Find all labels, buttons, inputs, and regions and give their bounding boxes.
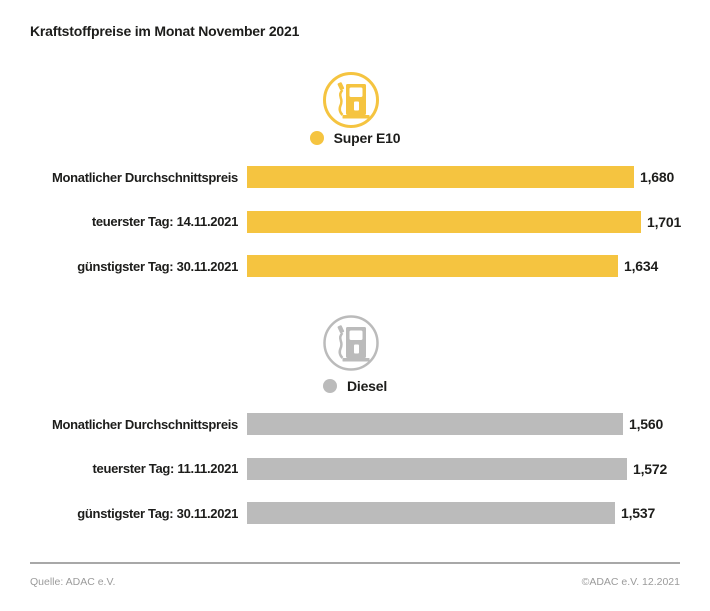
bar-super-average — [247, 166, 634, 188]
bar-diesel-average — [247, 413, 623, 435]
bar-value: 1,560 — [629, 416, 664, 432]
legend-dot-super — [309, 131, 324, 145]
bar-value: 1,537 — [621, 505, 656, 521]
source-note: Quelle: ADAC e.V. — [30, 576, 116, 588]
legend-label-super: Super E10 — [333, 130, 401, 146]
bar-label: teuerster Tag: 14.11.2021 — [91, 214, 238, 229]
bar-value: 1,572 — [633, 460, 668, 477]
bar-label: Monatlicher Durchschnittspreis — [51, 169, 238, 185]
row-super-max: teuerster Tag: 14.11.2021 1,701 — [30, 210, 710, 233]
copyright-note: ©ADAC e.V. 12.2021 — [581, 576, 680, 588]
row-super-min: günstigster Tag: 30.11.2021 1,634 — [30, 255, 710, 277]
legend-dot-diesel — [322, 379, 337, 393]
legend-label-diesel: Diesel — [346, 378, 388, 394]
fuel-pump-icon-diesel — [323, 315, 379, 371]
bar-value: 1,634 — [624, 258, 659, 274]
bar-label: günstigster Tag: 30.11.2021 — [77, 505, 238, 521]
row-super-average: Monatlicher Durchschnittspreis 1,680 — [30, 166, 710, 188]
legend-super: Super E10 — [0, 130, 710, 146]
legend-diesel: Diesel — [0, 378, 710, 394]
bar-label: Monatlicher Durchschnittspreis — [51, 416, 238, 432]
bar-value: 1,701 — [647, 213, 682, 230]
page-title: Kraftstoffpreise im Monat November 2021 — [30, 23, 300, 39]
footer-divider — [30, 562, 680, 564]
bar-diesel-min — [247, 502, 615, 524]
bar-diesel-max — [247, 457, 627, 480]
bar-super-min — [247, 255, 618, 277]
bar-label: teuerster Tag: 11.11.2021 — [92, 461, 239, 476]
bar-value: 1,680 — [640, 169, 675, 185]
fuel-pump-icon-super — [323, 72, 379, 128]
bar-super-max — [247, 210, 641, 233]
row-diesel-min: günstigster Tag: 30.11.2021 1,537 — [30, 502, 710, 524]
row-diesel-average: Monatlicher Durchschnittspreis 1,560 — [30, 413, 710, 435]
row-diesel-max: teuerster Tag: 11.11.2021 1,572 — [30, 457, 710, 480]
bar-label: günstigster Tag: 30.11.2021 — [77, 258, 238, 274]
